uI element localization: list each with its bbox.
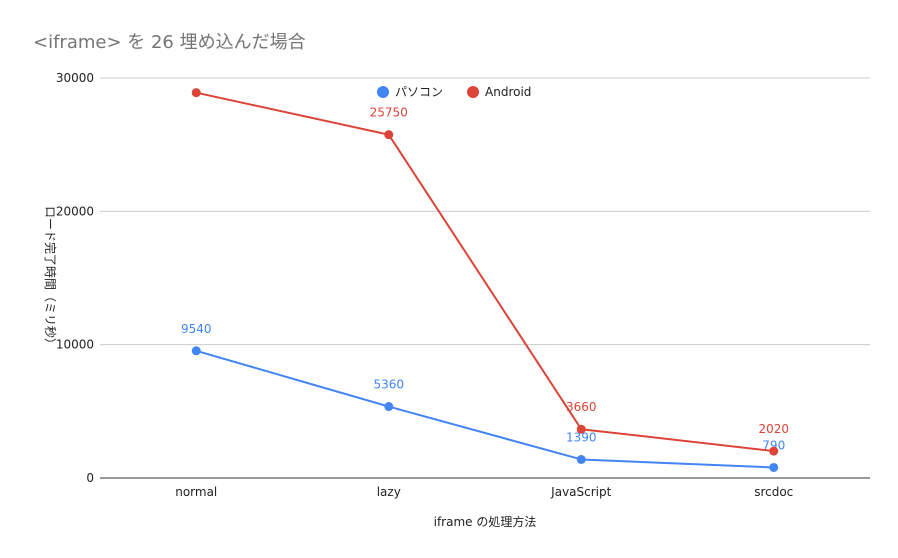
x-axis-title: iframe の処理方法 — [434, 514, 537, 529]
legend-marker-2 — [467, 86, 480, 98]
x-tick-label: JavaScript — [550, 485, 611, 499]
x-tick-label: lazy — [377, 485, 401, 499]
y-tick-label: 20000 — [56, 204, 94, 218]
y-axis-title: ロード完了時間（ミリ秒） — [43, 206, 58, 350]
data-point-1 — [769, 462, 779, 472]
legend-label-1: パソコン — [395, 85, 443, 99]
data-point-2 — [191, 88, 201, 98]
data-label-1: 5360 — [373, 378, 404, 392]
x-tick-label: srcdoc — [754, 485, 793, 499]
x-tick-label: normal — [175, 485, 217, 499]
data-point-2 — [769, 446, 779, 456]
series-line-1 — [195, 349, 774, 469]
y-tick-label: 0 — [86, 471, 94, 485]
data-label-1: 9540 — [181, 322, 212, 336]
data-point-1 — [191, 346, 201, 356]
data-label-1: 790 — [762, 438, 785, 452]
y-tick-label: 10000 — [56, 338, 94, 352]
data-point-1 — [384, 402, 394, 412]
data-label-1: 1390 — [566, 430, 597, 444]
legend-label-2: Android — [485, 85, 531, 99]
legend-marker-1 — [377, 86, 389, 98]
y-tick-label: 30000 — [56, 71, 94, 85]
data-label-2: 3660 — [566, 400, 597, 414]
chart-title: <iframe> を 26 埋め込んだ場合 — [33, 32, 306, 53]
data-label-2: 25750 — [370, 106, 408, 120]
data-point-1 — [576, 454, 586, 464]
data-label-2: 2020 — [758, 422, 789, 436]
series-line-2 — [196, 91, 774, 453]
data-point-2 — [576, 424, 586, 434]
data-point-2 — [384, 130, 394, 140]
